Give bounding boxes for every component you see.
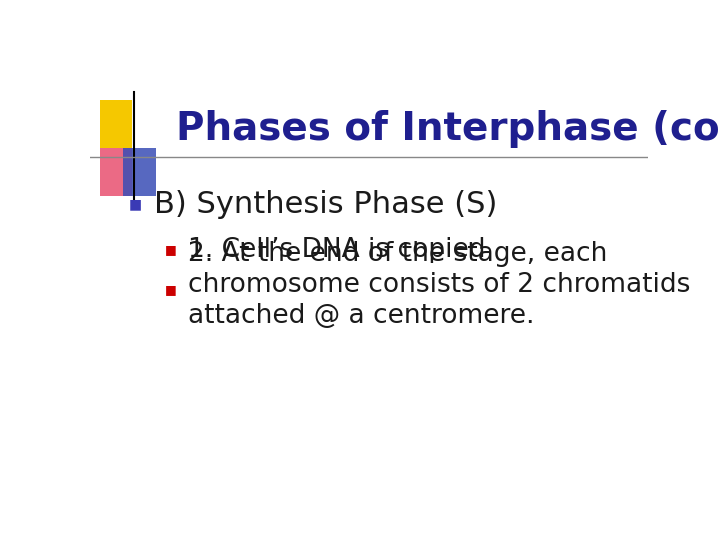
Text: Phases of Interphase (cont.): Phases of Interphase (cont.) [176,110,720,148]
Text: attached @ a centromere.: attached @ a centromere. [188,303,534,329]
Bar [124,148,156,196]
Text: B) Synthesis Phase (S): B) Synthesis Phase (S) [154,190,498,219]
Text: ■: ■ [129,197,142,211]
Text: ■: ■ [166,244,177,256]
Text: 2. At the end of the stage, each: 2. At the end of the stage, each [188,241,607,267]
Text: 1. Cell’s DNA is copied: 1. Cell’s DNA is copied [188,237,485,263]
Text: ■: ■ [166,283,177,296]
Bar [100,100,132,148]
Bar [100,148,132,196]
Text: chromosome consists of 2 chromatids: chromosome consists of 2 chromatids [188,272,690,298]
